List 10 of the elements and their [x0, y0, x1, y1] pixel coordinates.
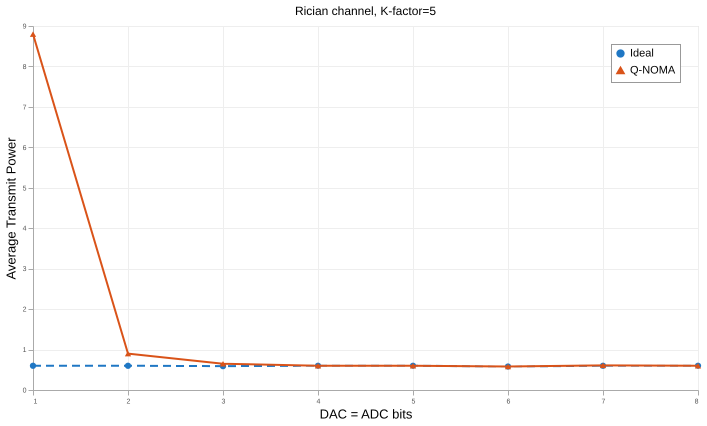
legend-label: Ideal [630, 48, 654, 60]
point [30, 31, 36, 37]
chart-title: Rician channel, K-factor=5 [294, 4, 436, 18]
point [124, 350, 132, 356]
point [220, 360, 226, 366]
x-axis-title: DAC = ADC bits [320, 406, 413, 422]
point [30, 362, 36, 369]
y-axis-title: Average Transmit Power [4, 136, 19, 280]
legend-label: Q-NOMA [630, 64, 676, 76]
point [124, 362, 132, 369]
